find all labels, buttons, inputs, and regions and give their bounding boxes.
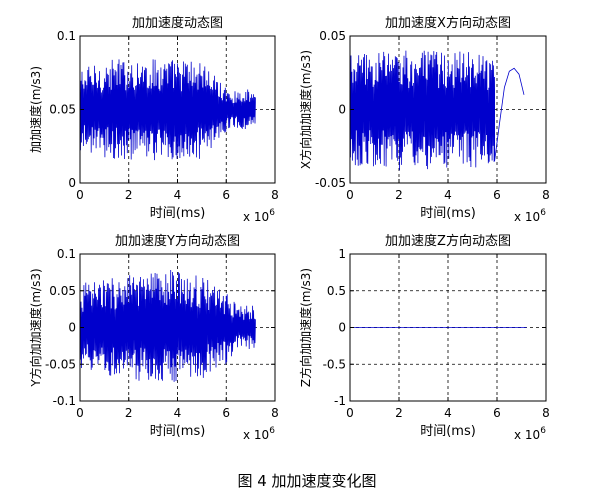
x-tick-label: 0 (346, 406, 354, 420)
chart-title: 加加速度Z方向动态图 (385, 233, 511, 249)
x-multiplier: x 106 (514, 426, 546, 442)
y-tick-label: -0.05 (315, 176, 346, 190)
x-tick-label: 4 (444, 188, 452, 202)
figure-caption: 图 4 加加速度变化图 (237, 472, 377, 490)
x-tick-label: 4 (174, 406, 182, 420)
y-tick-label: 0.05 (319, 29, 346, 43)
y-axis-label: Z方向加加速度(m/s3) (298, 268, 313, 387)
x-multiplier: x 106 (514, 208, 546, 224)
x-tick-label: 8 (542, 188, 550, 202)
x-tick-label: 2 (395, 406, 403, 420)
x-axis-label: 时间(ms) (150, 206, 206, 221)
chart-title: 加加速度Y方向动态图 (115, 233, 240, 249)
x-tick-label: 0 (76, 188, 84, 202)
chart-title: 加加速度X方向动态图 (385, 15, 511, 31)
x-axis-label: 时间(ms) (420, 424, 476, 439)
y-tick-label: 0.1 (57, 29, 76, 43)
y-tick-label: 1 (338, 247, 346, 261)
x-tick-label: 0 (76, 406, 84, 420)
x-tick-label: 2 (395, 188, 403, 202)
x-tick-label: 4 (174, 188, 182, 202)
y-axis-label: Y方向加加速度(m/s3) (28, 268, 43, 387)
series-line (79, 59, 256, 161)
series-line (79, 269, 256, 382)
x-multiplier: x 106 (243, 426, 275, 442)
y-tick-label: 0.5 (327, 284, 346, 298)
y-tick-label: 0 (68, 176, 76, 190)
y-tick-label: -0.1 (53, 394, 76, 408)
x-tick-label: 0 (346, 188, 354, 202)
series-line (349, 50, 525, 171)
x-multiplier: x 106 (243, 208, 275, 224)
x-tick-label: 6 (222, 188, 230, 202)
y-tick-label: 0.1 (57, 247, 76, 261)
x-tick-label: 8 (542, 406, 550, 420)
chart-title: 加加速度动态图 (132, 15, 223, 31)
x-tick-label: 6 (493, 406, 501, 420)
y-axis-label: X方向加加速度(m/s3) (298, 50, 313, 169)
y-tick-label: -0.5 (323, 357, 346, 371)
y-tick-label: 0.05 (49, 103, 76, 117)
x-tick-label: 8 (271, 188, 279, 202)
x-tick-label: 6 (493, 188, 501, 202)
x-axis-label: 时间(ms) (150, 424, 206, 439)
x-tick-label: 8 (271, 406, 279, 420)
y-tick-label: -1 (334, 394, 346, 408)
y-tick-label: 0 (338, 321, 346, 335)
x-tick-label: 2 (125, 188, 133, 202)
y-tick-label: -0.05 (45, 357, 76, 371)
x-tick-label: 6 (222, 406, 230, 420)
y-tick-label: 0 (338, 103, 346, 117)
x-axis-label: 时间(ms) (420, 206, 476, 221)
y-tick-label: 0.05 (49, 284, 76, 298)
x-tick-label: 2 (125, 406, 133, 420)
y-tick-label: 0 (68, 321, 76, 335)
x-tick-label: 4 (444, 406, 452, 420)
y-axis-label: 加加速度(m/s3) (28, 66, 43, 153)
